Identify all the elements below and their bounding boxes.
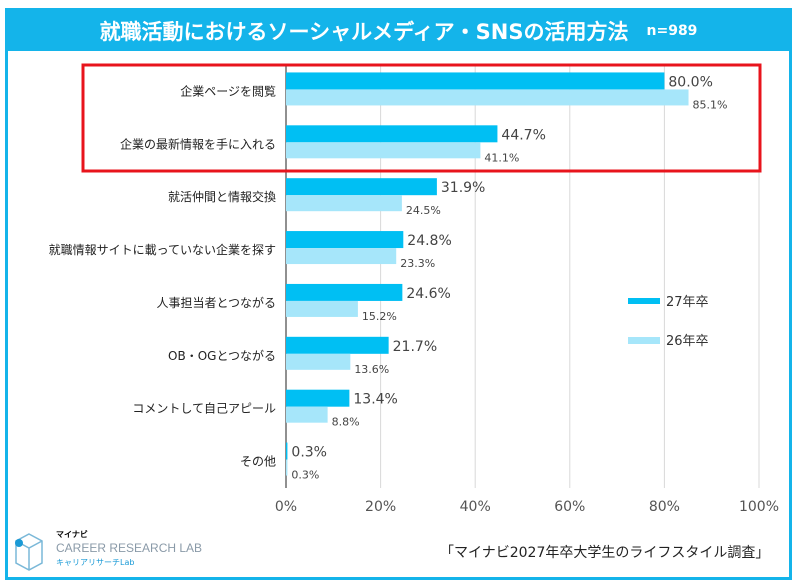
x-tick-label: 60% (554, 499, 585, 515)
bar-26年卒 (286, 353, 351, 370)
bar-26年卒 (286, 195, 402, 212)
legend-label: 27年卒 (666, 295, 709, 310)
highlight-box (81, 63, 762, 173)
x-tick-label: 100% (739, 499, 779, 515)
chart-title: 就職活動におけるソーシャルメディア・SNSの活用方法 (99, 20, 629, 44)
x-tick-label: 20% (365, 499, 396, 515)
bar-26年卒 (286, 406, 328, 423)
data-label: 31.9% (441, 180, 485, 196)
bar-26年卒 (286, 89, 689, 106)
bar-27年卒 (286, 283, 403, 301)
logo-sub: キャリアリサーチLab (56, 558, 135, 567)
legend-label: 26年卒 (666, 334, 709, 349)
sample-size: n=989 (646, 23, 698, 39)
logo-name: CAREER RESEARCH LAB (56, 541, 203, 555)
data-label: 41.1% (484, 151, 519, 164)
legend-swatch (628, 298, 660, 304)
category-label: その他 (240, 455, 276, 469)
x-tick-label: 0% (275, 499, 297, 515)
bar-27年卒 (286, 178, 437, 196)
data-label: 13.4% (353, 392, 397, 408)
source-note: 「マイナビ2027年卒大学生のライフスタイル調査」 (440, 545, 770, 561)
category-label: 企業の最新情報を手に入れる (120, 136, 276, 151)
data-label: 85.1% (693, 98, 728, 111)
bar-26年卒 (286, 248, 397, 265)
bar-26年卒 (286, 300, 358, 317)
chart-title-bar: 就職活動におけるソーシャルメディア・SNSの活用方法 n=989 (8, 11, 789, 51)
legend-swatch (628, 337, 660, 344)
data-label: 15.2% (362, 310, 397, 323)
bar-27年卒 (286, 72, 665, 90)
x-tick-label: 80% (649, 499, 680, 515)
data-label: 8.8% (332, 416, 360, 429)
bar-27年卒 (286, 442, 288, 460)
category-label: 人事担当者とつながる (156, 295, 276, 310)
bar-26年卒 (286, 459, 288, 476)
bar-27年卒 (286, 231, 404, 249)
data-label: 24.6% (406, 286, 450, 302)
category-label: 就職情報サイトに載っていない企業を探す (49, 242, 276, 257)
x-tick-label: 40% (460, 499, 491, 515)
logo-cube-icon (15, 533, 43, 571)
category-label: 企業ページを閲覧 (180, 83, 276, 98)
data-label: 23.3% (400, 257, 435, 270)
bar-26年卒 (286, 142, 481, 159)
career-research-lab-logo: マイナビ CAREER RESEARCH LAB キャリアリサーチLab (14, 530, 202, 578)
data-label: 44.7% (501, 127, 545, 143)
category-label: コメントして自己アピール (132, 402, 276, 416)
data-label: 0.3% (291, 445, 327, 461)
logo-brand: マイナビ (56, 530, 88, 539)
data-label: 0.3% (291, 469, 319, 482)
category-label: 就活仲間と情報交換 (168, 189, 276, 204)
data-label: 13.6% (354, 363, 389, 376)
data-label: 24.5% (406, 204, 441, 217)
category-label: OB・OGとつながる (168, 348, 276, 363)
data-label: 21.7% (393, 339, 437, 355)
data-label: 24.8% (407, 233, 451, 249)
bar-27年卒 (286, 336, 389, 354)
bar-27年卒 (286, 125, 498, 143)
bar-27年卒 (286, 389, 350, 407)
data-label: 80.0% (668, 74, 712, 90)
